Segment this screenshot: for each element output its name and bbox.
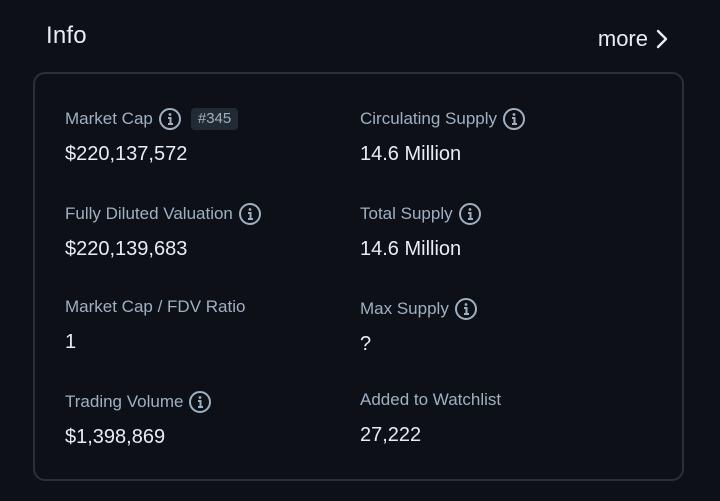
info-card: Market Cap #345 $220,137,572 Circulating… — [33, 72, 684, 481]
fdv-value: $220,139,683 — [65, 238, 188, 260]
watchlist-label: Added to Watchlist — [360, 390, 502, 409]
circulating-supply-value: 14.6 Million — [360, 143, 462, 165]
info-icon[interactable] — [502, 107, 526, 131]
stat-market-cap: Market Cap #345 $220,137,572 — [65, 106, 345, 166]
chevron-right-icon — [656, 29, 668, 49]
rank-badge: #345 — [190, 108, 239, 130]
stat-trading-volume: Trading Volume $1,398,869 — [65, 389, 345, 449]
info-icon[interactable] — [238, 202, 262, 226]
info-icon[interactable] — [188, 390, 212, 414]
trading-volume-value: $1,398,869 — [65, 426, 166, 448]
info-header: Info more — [0, 0, 720, 70]
more-link[interactable]: more — [598, 26, 668, 52]
stat-fdv: Fully Diluted Valuation $220,139,683 — [65, 201, 345, 261]
stat-total-supply: Total Supply 14.6 Million — [360, 201, 640, 261]
stat-circulating-supply: Circulating Supply 14.6 Million — [360, 106, 640, 166]
stat-mcap-fdv-ratio: Market Cap / FDV Ratio 1 — [65, 294, 345, 354]
info-icon[interactable] — [458, 202, 482, 226]
mcap-fdv-ratio-label: Market Cap / FDV Ratio — [65, 297, 246, 316]
market-cap-value: $220,137,572 — [65, 143, 188, 165]
fdv-label: Fully Diluted Valuation — [65, 204, 233, 223]
section-title: Info — [46, 22, 87, 49]
info-icon[interactable] — [454, 297, 478, 321]
market-cap-label: Market Cap — [65, 109, 153, 128]
max-supply-label: Max Supply — [360, 299, 449, 318]
watchlist-value: 27,222 — [360, 424, 422, 446]
info-icon[interactable] — [158, 107, 182, 131]
max-supply-value: ? — [360, 333, 372, 355]
mcap-fdv-ratio-value: 1 — [65, 331, 77, 353]
trading-volume-label: Trading Volume — [65, 392, 184, 411]
stat-watchlist: Added to Watchlist 27,222 — [360, 387, 640, 447]
total-supply-value: 14.6 Million — [360, 238, 462, 260]
circulating-supply-label: Circulating Supply — [360, 109, 498, 128]
stat-max-supply: Max Supply ? — [360, 296, 640, 356]
more-label: more — [597, 26, 648, 51]
total-supply-label: Total Supply — [360, 204, 453, 223]
